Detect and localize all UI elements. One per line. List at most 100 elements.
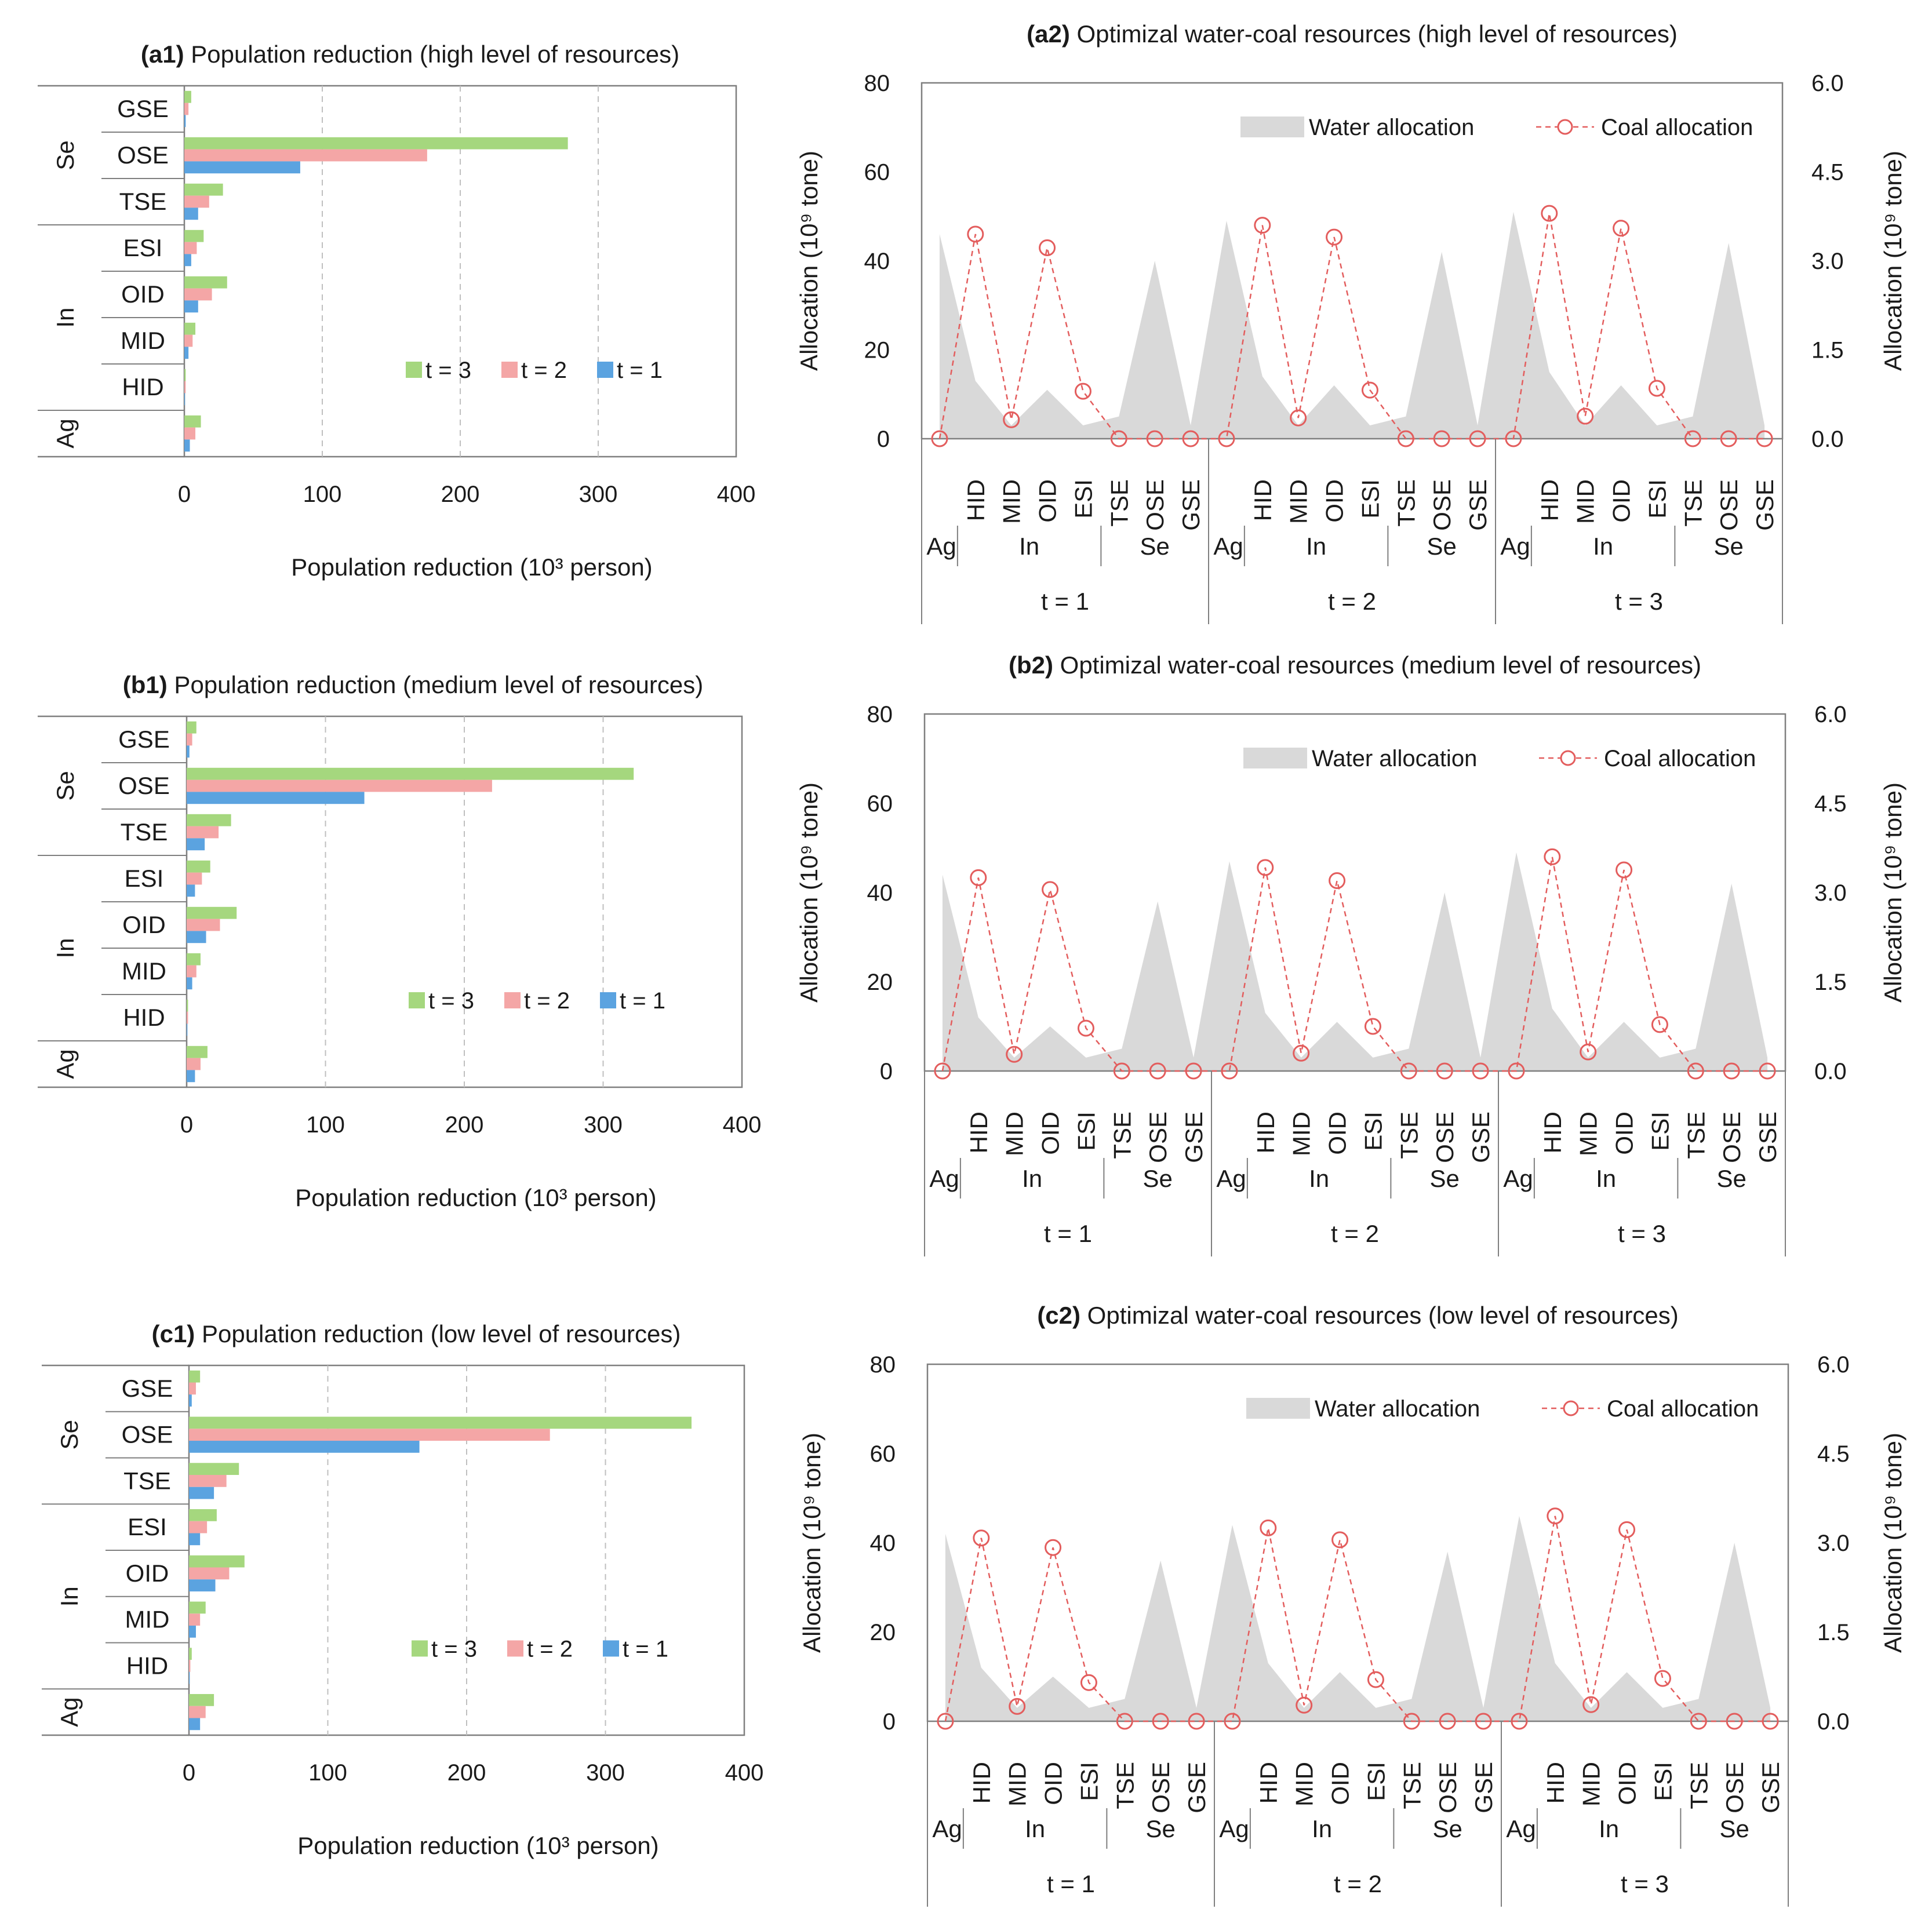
sector-group-label: In [1306,533,1326,560]
title-text: Population reduction [195,1320,430,1347]
coal-marker [1541,205,1558,222]
plot-frame [926,1363,1789,1722]
period-label: t = 3 [1615,588,1663,615]
coal-marker [1042,881,1059,898]
y-tick-label: 20 [864,338,890,363]
category-label: MID [122,957,166,985]
sector-label: TSE [1105,479,1133,527]
bar-t3 [189,1416,692,1429]
legend-label: Water allocation [1309,115,1474,140]
bar-t3 [187,1046,208,1058]
coal-marker [1293,1044,1310,1062]
group-label: Ag [52,418,79,448]
coal-marker [931,430,948,447]
sector-group-label: Se [1717,1165,1747,1192]
category-label: OSE [118,772,170,799]
y-tick-label: 0 [880,1059,893,1084]
group-label: Se [56,1420,83,1449]
bar-t1 [189,1440,420,1453]
period-label: t = 3 [1621,1870,1669,1897]
sector-group-label: Se [1427,533,1457,560]
coal-marker [1475,1713,1492,1730]
sector-label: MID [1575,1112,1602,1156]
sector-label: MID [1004,1762,1031,1806]
legend-label: t = 2 [527,1636,573,1662]
coal-marker [1257,859,1274,876]
coal-marker [937,1713,954,1730]
sector-label: GSE [1467,1112,1494,1163]
chart-title: (c1) Population reduction (low level of … [152,1320,681,1347]
sector-label: GSE [1177,479,1205,531]
bar-t1 [189,1625,196,1638]
sector-label: MID [1578,1762,1605,1806]
coal-marker [1006,1046,1023,1063]
coal-line [938,213,1765,440]
sector-group-label: Ag [1506,1815,1536,1842]
x-tick-label: 100 [308,1760,347,1786]
coal-marker [1726,1713,1743,1730]
sector-group-label: In [1599,1815,1619,1842]
bar-t3 [184,322,196,335]
bar-t2 [184,103,189,115]
title-subtitle: (high level of resources) [1418,20,1678,48]
x-tick-label: 300 [584,1112,623,1138]
x-tick-label: 0 [183,1760,195,1786]
group-label: Se [52,140,79,170]
sector-label: GSE [1183,1762,1210,1813]
water-area [939,212,1765,439]
coal-marker [1185,1062,1202,1080]
y-tick-label: 80 [867,702,893,727]
bar-t1 [184,207,198,220]
period-label: t = 1 [1044,1220,1092,1247]
category-label: OID [121,281,165,308]
coal-marker [1326,228,1343,246]
legend-marker-coal [1563,1400,1579,1416]
period-label: t = 3 [1618,1220,1666,1247]
coal-marker [1224,1713,1241,1730]
bar-t3 [187,721,197,734]
bar-t1 [187,745,190,758]
category-label: TSE [119,188,167,215]
bar-t3 [184,137,568,150]
plot-frame [920,82,1784,440]
bar-t1 [184,254,191,267]
coal-marker [1116,1713,1133,1730]
sector-group-label: Se [1430,1165,1460,1192]
coal-marker [973,1529,990,1547]
title-text: Optimizal water-coal resources [1080,1302,1428,1329]
sector-label: HID [1249,479,1276,521]
x-tick-label: 400 [717,482,756,507]
sector-group-label: Se [1140,533,1170,560]
bar-chart-b1: (b1) Population reduction (medium level … [38,671,761,1211]
sector-label: ESI [1643,479,1671,519]
bar-t2 [187,733,192,746]
coal-marker [1720,430,1737,447]
coal-marker [1723,1062,1740,1080]
sector-label: TSE [1395,1112,1422,1159]
y-tick-label: 60 [864,160,890,185]
category-label: GSE [122,1375,173,1402]
sector-group-label: Ag [932,1815,962,1842]
coal-marker [1149,1062,1166,1080]
category-label: ESI [128,1513,167,1540]
bar-t1 [189,1487,214,1499]
coal-marker [1577,407,1594,425]
legend-label: t = 3 [428,988,474,1014]
bar-t2 [184,195,209,208]
bar-t2 [189,1429,550,1441]
coal-marker [1254,217,1271,234]
sector-label: OID [1040,1762,1067,1805]
sector-label: MID [1288,1112,1315,1156]
sector-label: GSE [1464,479,1491,531]
y-tick-label: 0 [877,427,890,452]
bar-t1 [187,931,206,944]
sector-label: OSE [1431,1112,1458,1163]
coal-marker [1260,1519,1277,1536]
y2-tick-label: 0.0 [1814,1059,1847,1084]
title-text: Population reduction [168,671,403,698]
sector-label: OID [1324,1112,1351,1155]
coal-marker [1690,1713,1707,1730]
group-label: In [52,307,79,327]
legend-label: t = 3 [425,358,471,383]
y-tick-label: 20 [870,1620,896,1645]
